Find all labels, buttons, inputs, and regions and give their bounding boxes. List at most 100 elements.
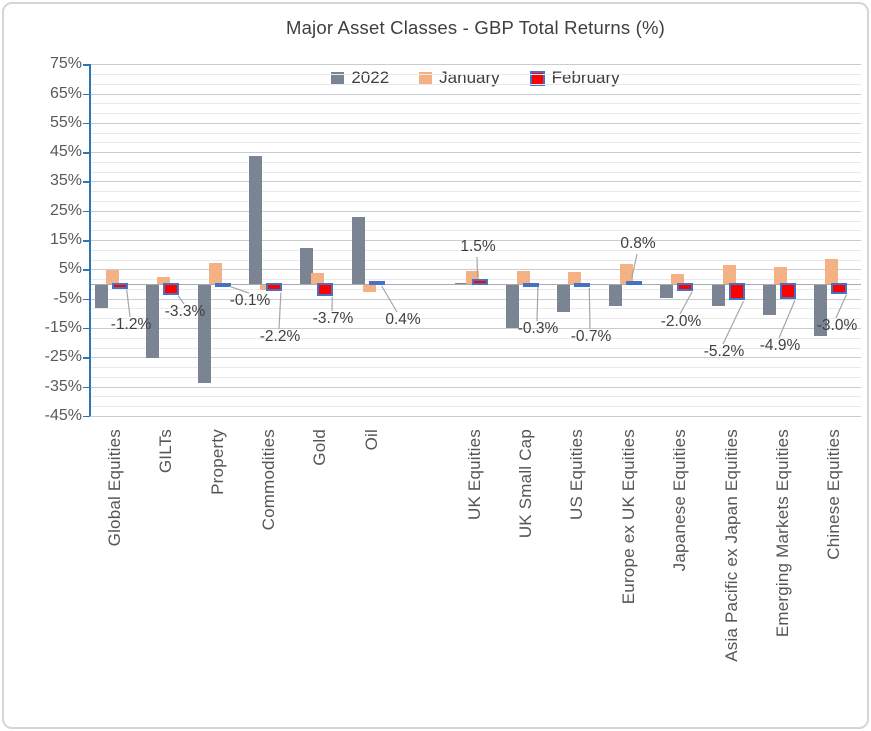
bar-february-gold: [317, 283, 334, 296]
bar-january-chinese-equities: [825, 258, 839, 284]
y-axis-tick: [83, 357, 90, 359]
bar-january-oil: [362, 285, 376, 292]
bar-2022-asia-pacific-ex-japan-equities: [711, 285, 725, 307]
y-axis-tick-label: 35%: [49, 172, 82, 190]
bar-2022-commodities: [248, 155, 262, 284]
major-gridline: [90, 327, 861, 329]
bar-february-global-equities: [111, 283, 128, 289]
bar-2022-japanese-equities: [660, 285, 674, 298]
data-label-asia-pacific-ex-japan-equities: -5.2%: [703, 343, 745, 360]
bar-2022-oil: [351, 216, 365, 284]
minor-gridline: [90, 220, 861, 222]
bar-january-asia-pacific-ex-japan-equities: [722, 265, 736, 284]
y-axis-tick: [83, 122, 90, 125]
bar-january-gold: [311, 272, 325, 284]
data-label-property: -0.1%: [229, 292, 271, 309]
y-axis-tick-label: -5%: [53, 289, 82, 307]
minor-gridline: [90, 259, 861, 261]
bar-february-gilts: [163, 283, 180, 295]
major-gridline: [90, 357, 861, 359]
bar-february-chinese-equities: [831, 283, 848, 294]
y-axis-tick-label: -15%: [44, 318, 82, 336]
minor-gridline: [90, 83, 861, 85]
minor-gridline: [90, 406, 861, 408]
minor-gridline: [90, 318, 861, 320]
leader-line-europe-ex-uk-equities: [631, 253, 638, 279]
bar-january-emerging-markets-equities: [773, 267, 787, 284]
minor-gridline: [90, 171, 861, 173]
bar-february-japanese-equities: [677, 283, 694, 291]
leader-line-chinese-equities: [835, 294, 847, 319]
y-axis-tick: [83, 415, 90, 418]
minor-gridline: [90, 132, 861, 134]
y-axis-tick: [83, 181, 90, 183]
y-axis-tick: [83, 64, 90, 66]
y-axis-tick: [83, 93, 90, 96]
bar-2022-europe-ex-uk-equities: [608, 285, 622, 307]
bar-january-uk-small-cap: [516, 270, 530, 284]
leader-line-japanese-equities: [679, 291, 693, 315]
y-axis-tick: [83, 152, 90, 154]
bar-january-europe-ex-uk-equities: [619, 263, 633, 284]
bar-2022-uk-small-cap: [505, 285, 519, 329]
bar-january-japanese-equities: [671, 273, 685, 284]
y-axis-tick-label: 15%: [49, 231, 82, 249]
bar-january-property: [208, 262, 222, 284]
y-axis-line: [89, 64, 91, 416]
minor-gridline: [90, 113, 861, 115]
y-axis-tick: [83, 327, 90, 330]
bar-january-us-equities: [568, 272, 582, 284]
y-axis-tick-label: 55%: [49, 113, 82, 131]
y-axis-tick-label: 65%: [49, 84, 82, 102]
minor-gridline: [90, 367, 861, 368]
y-axis-tick: [83, 240, 90, 242]
major-gridline: [90, 64, 861, 66]
major-gridline: [90, 298, 861, 300]
bar-february-uk-small-cap: [522, 283, 539, 287]
data-label-us-equities: -0.7%: [570, 328, 612, 345]
major-gridline: [90, 122, 861, 124]
y-axis-tick-label: 75%: [49, 55, 82, 73]
major-gridline: [90, 269, 861, 271]
y-axis-tick-label: 5%: [58, 260, 82, 278]
leader-line-asia-pacific-ex-japan-equities: [722, 300, 745, 345]
leader-line-property: [229, 285, 250, 294]
leader-line-uk-small-cap: [536, 286, 539, 322]
bar-february-commodities: [265, 283, 282, 292]
data-label-emerging-markets-equities: -4.9%: [759, 337, 801, 354]
minor-gridline: [90, 249, 861, 251]
minor-gridline: [90, 230, 861, 232]
data-label-gilts: -3.3%: [164, 303, 206, 320]
legend: 2022 January February: [90, 68, 861, 88]
leader-line-commodities: [278, 292, 282, 330]
leader-line-oil: [381, 285, 398, 313]
minor-gridline: [90, 396, 861, 398]
y-axis-tick-label: -35%: [44, 377, 82, 395]
bar-january-global-equities: [105, 270, 119, 284]
data-label-europe-ex-uk-equities: 0.8%: [620, 235, 656, 252]
minor-gridline: [90, 337, 861, 339]
chart-title: Major Asset Classes - GBP Total Returns …: [285, 17, 666, 38]
minor-gridline: [90, 347, 861, 349]
bar-2022-global-equities: [94, 285, 108, 308]
minor-gridline: [90, 103, 861, 105]
bar-2022-chinese-equities: [814, 285, 828, 337]
bar-february-oil: [368, 281, 385, 285]
major-gridline: [90, 93, 861, 95]
minor-gridline: [90, 201, 861, 202]
data-label-japanese-equities: -2.0%: [660, 313, 702, 330]
legend-label-february: February: [551, 68, 620, 87]
minor-gridline: [90, 161, 861, 163]
minor-gridline: [90, 288, 861, 290]
bar-2022-gilts: [146, 285, 160, 358]
bar-2022-emerging-markets-equities: [762, 285, 776, 315]
y-axis-tick-label: 25%: [49, 201, 82, 219]
minor-gridline: [90, 191, 861, 193]
minor-gridline: [90, 74, 861, 75]
leader-line-uk-equities: [476, 256, 479, 277]
y-axis-tick: [83, 298, 90, 301]
